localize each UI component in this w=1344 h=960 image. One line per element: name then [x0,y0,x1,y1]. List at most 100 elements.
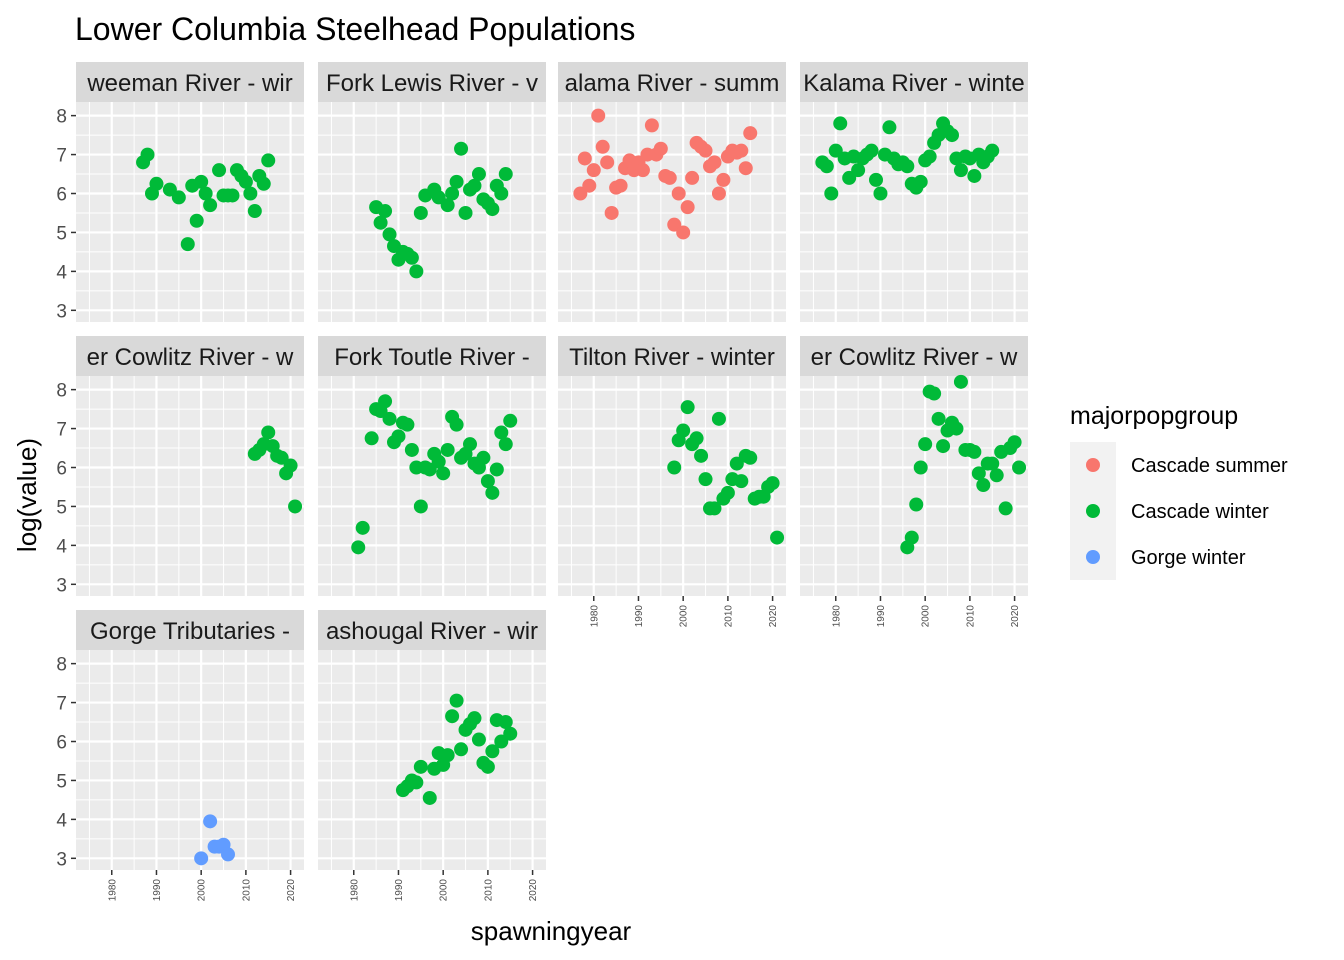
data-point [998,501,1013,516]
data-point [471,167,486,182]
data-point [467,178,482,193]
data-point [922,149,937,164]
data-point [454,742,469,757]
data-point [904,530,919,545]
data-point [738,161,753,176]
facet-strip [76,62,304,102]
chart-title: Lower Columbia Steelhead Populations [75,11,635,47]
y-tick-label: 4 [56,536,67,557]
data-point [463,437,477,452]
data-point [382,411,397,426]
data-point [494,425,509,440]
x-tick-label: 2000 [679,605,690,628]
data-point [189,213,204,228]
x-tick-label: 1980 [107,879,118,902]
data-point [445,186,460,201]
data-point [409,264,424,279]
data-point [595,139,610,154]
facet-panel: Kalama River - winte [800,62,1028,322]
data-point [198,186,213,201]
data-point [194,174,209,189]
y-tick-label: 5 [56,223,67,244]
data-point [680,400,695,415]
y-tick-label: 4 [56,810,67,831]
data-point [689,431,704,446]
y-tick-label: 3 [56,849,67,870]
facet-strip [800,62,1028,102]
data-point [203,198,218,213]
legend: majorpopgroup Cascade summer Cascade wint… [1070,402,1288,580]
data-point [582,178,597,193]
x-tick-label: 2000 [921,605,932,628]
data-point [431,454,446,469]
data-point [140,147,155,162]
data-point [734,474,749,489]
data-point [864,143,879,158]
legend-key [1086,504,1100,518]
facet-strip-label: Kalama River - winte [803,70,1024,97]
x-tick-label: 1980 [831,605,842,628]
data-point [400,417,415,432]
data-point [404,250,419,265]
data-point [953,163,968,178]
data-point [355,520,370,535]
data-point [485,202,500,217]
data-point [503,726,518,741]
legend-entry-label: Cascade summer [1131,455,1288,477]
data-point [413,205,428,220]
data-point [467,711,482,726]
data-point [283,458,298,473]
data-point [869,172,883,187]
x-tick-label: 1980 [589,605,600,628]
data-point [449,417,464,432]
facet-strip-label: Fork Toutle River - [334,344,530,371]
data-point [591,108,606,123]
data-point [436,466,451,481]
data-point [378,204,393,219]
x-tick-label: 2020 [286,879,297,902]
x-tick-label: 2010 [965,605,976,628]
facet-panel: Tilton River - winter 1980 1990 2000 2010 202… [558,336,786,627]
panel-background [318,376,546,596]
y-tick-label: 6 [56,185,67,206]
x-tick-label: 1990 [394,879,405,902]
x-tick-label: 2000 [197,879,208,902]
legend-title: majorpopgroup [1070,402,1238,430]
data-point [662,170,677,185]
data-point [378,394,393,409]
data-point [851,163,866,178]
x-tick-label: 2010 [723,605,734,628]
data-point [770,530,785,545]
data-point [971,466,986,481]
x-tick-label: 2010 [241,879,252,902]
data-point [261,153,276,168]
x-tick-label: 2020 [528,879,539,902]
data-point [711,411,726,426]
x-tick-label: 2020 [1010,605,1021,628]
y-tick-label: 7 [56,420,67,441]
data-point [913,174,928,189]
data-point [1007,435,1022,450]
data-point [440,198,455,213]
data-point [613,178,628,193]
data-point [225,188,240,203]
data-point [676,423,691,438]
data-point [238,174,253,189]
data-point [458,205,473,220]
facet-strip-label: Tilton River - winter [569,344,775,371]
data-point [171,190,186,205]
data-point [698,472,713,487]
data-point [716,172,731,187]
data-point [900,159,915,174]
data-point [440,442,455,457]
data-point [667,460,682,475]
facet-strip-label: er Cowlitz River - w [811,344,1018,371]
data-point [404,442,419,457]
data-point [261,425,276,440]
data-point [413,499,428,514]
data-point [180,237,195,252]
data-point [194,851,209,866]
panel-background [76,102,304,322]
y-tick-label: 5 [56,771,67,792]
facet-strip-label: alama River - summ [565,70,780,97]
